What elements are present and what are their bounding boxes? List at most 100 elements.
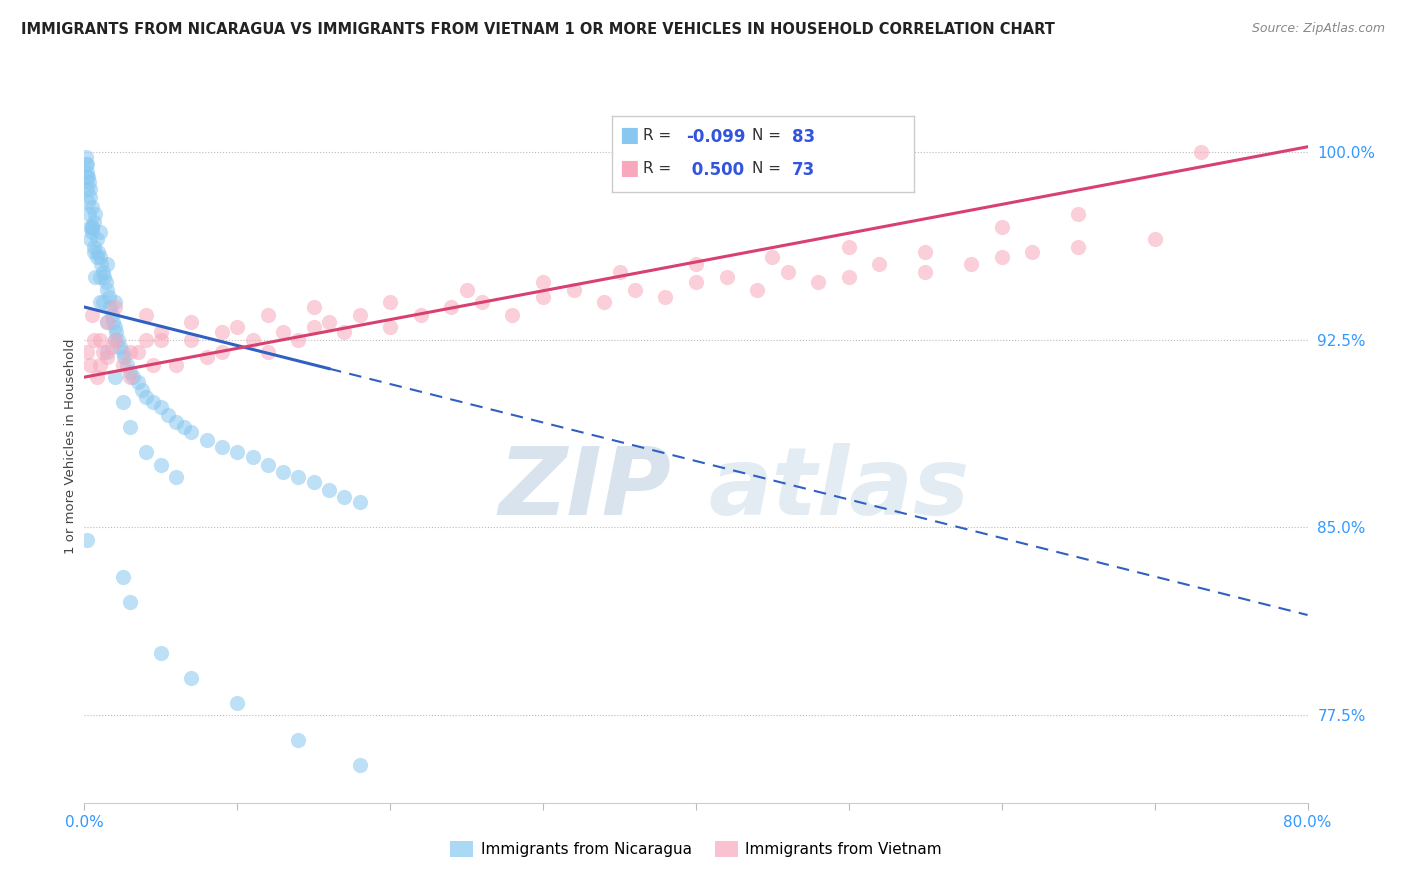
Point [76,533,98,547]
Point [77,175,100,189]
Point [318,483,340,497]
Point [287,733,309,747]
Point [302,320,325,334]
Point [104,295,127,310]
Point [89,295,111,310]
Point [79,232,101,246]
Text: 0.500: 0.500 [686,161,744,178]
Point [89,250,111,264]
Text: ZIP: ZIP [499,442,672,535]
Point [761,250,783,264]
Text: ■: ■ [619,158,638,178]
Point [226,320,249,334]
Point [91,265,114,279]
Point [257,345,280,359]
Point [165,470,187,484]
Point [111,345,134,359]
Point [96,315,118,329]
Point [226,445,249,459]
Point [120,370,142,384]
Text: R =: R = [643,128,671,143]
Point [149,400,172,414]
Point [104,333,127,347]
Point [195,350,218,364]
Point [104,370,127,384]
Point [86,232,108,246]
Point [111,570,134,584]
Point [120,365,142,379]
Y-axis label: 1 or more Vehicles in Household: 1 or more Vehicles in Household [65,338,77,554]
Point [80,219,103,234]
Point [76,157,98,171]
Point [456,283,478,297]
Point [96,257,118,271]
Point [271,465,294,479]
Point [180,671,202,685]
Point [83,244,105,259]
Point [76,182,98,196]
Point [157,408,180,422]
Point [91,295,114,310]
Point [107,333,129,347]
Point [91,345,114,359]
Point [149,325,172,339]
Point [302,300,325,314]
Point [80,308,103,322]
Point [93,270,115,285]
Point [79,219,101,234]
Text: -0.099: -0.099 [686,128,745,145]
Point [776,265,799,279]
Point [135,308,157,322]
Point [120,420,142,434]
Point [242,450,264,465]
Point [211,440,233,454]
Point [142,395,165,409]
Point [84,270,107,285]
Point [89,270,111,285]
Point [76,345,98,359]
Point [716,270,738,285]
Point [104,333,127,347]
Point [96,315,118,329]
Point [287,333,309,347]
Point [349,495,371,509]
Point [318,315,340,329]
Point [211,345,233,359]
Point [80,219,103,234]
Point [531,290,554,304]
Point [127,345,149,359]
Text: N =: N = [752,161,782,176]
Text: R =: R = [643,161,671,176]
Point [1067,207,1090,221]
Point [287,470,309,484]
Point [108,340,131,354]
Point [226,696,249,710]
Point [195,433,218,447]
Point [180,425,202,440]
Point [83,215,105,229]
Point [211,325,233,339]
Point [333,491,356,505]
Point [135,333,157,347]
Point [349,308,371,322]
Point [257,308,280,322]
Point [115,358,138,372]
Point [531,275,554,289]
Point [76,169,98,184]
Point [1143,232,1166,246]
Legend: Immigrants from Nicaragua, Immigrants from Vietnam: Immigrants from Nicaragua, Immigrants fr… [444,835,948,863]
Point [111,358,134,372]
Point [87,244,110,259]
Point [83,240,105,254]
Point [80,200,103,214]
Point [685,257,707,271]
Point [120,595,142,609]
Point [89,225,111,239]
Point [302,475,325,490]
Text: ■: ■ [619,125,638,145]
Point [98,300,121,314]
Point [89,358,111,372]
Point [165,415,187,429]
Point [94,275,117,289]
Point [380,295,402,310]
